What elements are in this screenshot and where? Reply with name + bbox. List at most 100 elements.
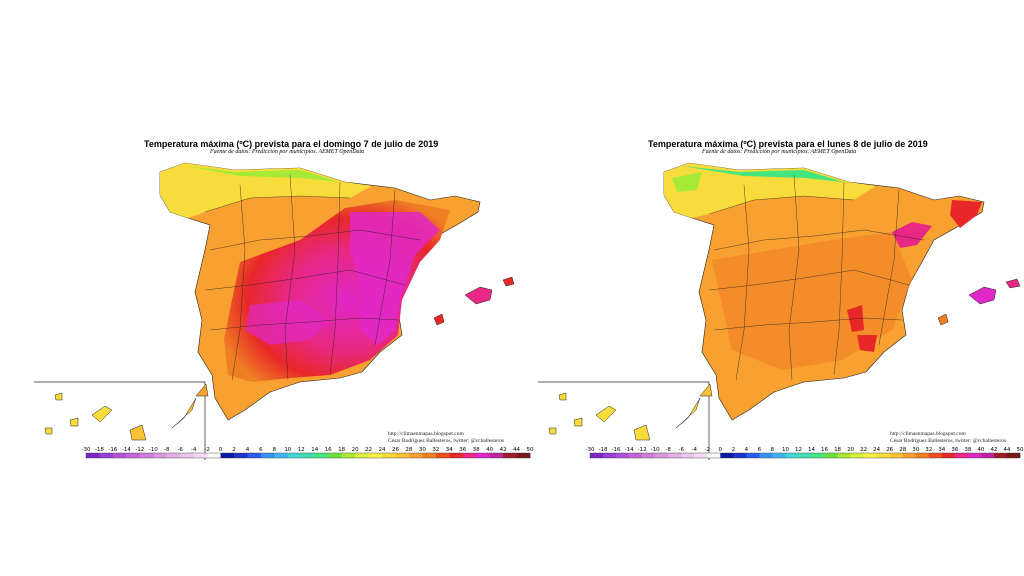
colorbar-swatch: [368, 453, 383, 458]
colorbar-tick-label: 8: [273, 447, 277, 453]
colorbar-swatch: [86, 453, 100, 458]
colorbar-swatch: [314, 453, 329, 458]
colorbar-swatch: [476, 453, 490, 458]
colorbar-tick-label: 6: [259, 447, 263, 453]
colorbar-swatch: [449, 453, 464, 458]
colorbar-tick-label: 34: [938, 447, 945, 453]
colorbar-tick-label: 20: [352, 447, 359, 453]
colorbar-swatch: [395, 453, 410, 458]
colorbar-tick-label: -8: [164, 447, 170, 453]
canary-inset-frame: [34, 381, 206, 460]
colorbar-swatch: [629, 453, 643, 458]
colorbar-tick-label: 16: [325, 447, 332, 453]
canary-inset-frame: [538, 381, 710, 460]
colorbar-tick-label: 28: [405, 447, 412, 453]
colorbar-tick-label: 26: [886, 447, 893, 453]
colorbar-tick-label: 6: [758, 447, 762, 453]
colorbar-tick-label: 38: [473, 447, 480, 453]
colorbar-swatch: [489, 453, 504, 458]
credit-author: César Rodríguez Ballesteros, twitter: @c…: [890, 438, 1007, 444]
colorbar-swatch: [707, 453, 721, 458]
colorbar-tick-label: -6: [678, 447, 684, 453]
colorbar-tick-label: 32: [925, 447, 932, 453]
colorbar-swatch: [193, 453, 208, 458]
colorbar-tick-label: -12: [638, 447, 647, 453]
colorbar-swatch: [889, 453, 904, 458]
colorbar-tick-label: -10: [149, 447, 158, 453]
colorbar-swatch: [126, 453, 141, 458]
colorbar-tick-label: 10: [782, 447, 789, 453]
colorbar-tick-label: -6: [177, 447, 183, 453]
credit-author: César Rodríguez Ballesteros, twitter: @c…: [388, 438, 505, 444]
map-source: Fuente de datos: Predicción por municipi…: [702, 149, 857, 155]
colorbar-swatch: [422, 453, 437, 458]
credit-url: http://climaenmapas.blogspot.com: [890, 431, 966, 437]
colorbar-tick-label: 50: [527, 447, 534, 453]
colorbar-swatch: [720, 453, 734, 458]
colorbar-outline: [85, 452, 531, 459]
province-borders: [708, 174, 925, 381]
colorbar-tick-label: 18: [338, 447, 345, 453]
colorbar-swatch: [382, 453, 396, 458]
colorbar-tick-label: 34: [446, 447, 453, 453]
colorbar-tick-label: 44: [513, 447, 520, 453]
colorbar-swatch: [207, 453, 221, 458]
colorbar-swatch: [503, 453, 517, 458]
colorbar-swatch: [655, 453, 669, 458]
colorbar-swatch: [112, 453, 127, 458]
colorbar-tick-label: 12: [795, 447, 802, 453]
colorbar-outline: [589, 452, 1021, 459]
colorbar-swatch: [759, 453, 773, 458]
colorbar-swatch: [603, 453, 617, 458]
colorbar-swatch: [1006, 453, 1021, 458]
menorca: [1005, 278, 1021, 289]
colorbar-tick-label: -14: [122, 447, 131, 453]
colorbar-swatch: [234, 453, 248, 458]
colorbar-tick-label: 30: [912, 447, 919, 453]
mallorca: [968, 286, 997, 305]
colorbar-swatch: [681, 453, 695, 458]
colorbar-swatch: [180, 453, 194, 458]
colorbar-swatch: [139, 453, 154, 458]
colorbar-tick-label: 10: [284, 447, 291, 453]
colorbar: -30 -18 -16 -14 -12 -10 -8 -6 -4 -2 0 2 4 6 8 10 12 14 16 1…: [82, 447, 534, 459]
colorbar-swatch: [967, 453, 982, 458]
colorbar-tick-label: -18: [599, 447, 608, 453]
map-panel-sunday: Temperatura máxima (ºC) prevista para el…: [34, 139, 534, 460]
colorbar-swatch: [287, 453, 302, 458]
canary-islands: [548, 383, 713, 441]
credit-url: http://climaenmapas.blogspot.com: [388, 431, 464, 437]
colorbar-swatch: [954, 453, 969, 458]
colorbar-swatch: [642, 453, 656, 458]
colorbar-tick-label: -16: [108, 447, 117, 453]
colorbar-swatch: [166, 453, 181, 458]
colorbar-tick-label: 24: [873, 447, 880, 453]
colorbar-swatch: [153, 453, 168, 458]
colorbar-tick-label: -30: [586, 447, 595, 453]
map-panel-monday: Temperatura máxima (ºC) prevista para el…: [512, 0, 1024, 576]
colorbar-swatch: [993, 453, 1008, 458]
colorbar-swatch: [301, 453, 316, 458]
colorbar-swatch: [798, 453, 812, 458]
colorbar-tick-label: 28: [899, 447, 906, 453]
colorbar-swatch: [247, 453, 262, 458]
map-title: Temperatura máxima (ºC) prevista para el…: [144, 139, 439, 149]
colorbar-tick-label: 14: [311, 447, 318, 453]
menorca: [502, 276, 515, 287]
temperature-map-sunday: -30 -18 -16 -14 -12 -10 -8 -6 -4 -2 0 2 4 6 8 10 12 14 16 1…: [34, 162, 534, 460]
province-borders: [204, 174, 421, 381]
colorbar-tick-label: -30: [82, 447, 91, 453]
colorbar-tick-label: 16: [821, 447, 828, 453]
colorbar-swatch: [328, 453, 342, 458]
colorbar-swatch: [733, 453, 747, 458]
colorbar-tick-label: 36: [951, 447, 958, 453]
colorbar-tick-label: -18: [95, 447, 104, 453]
colorbar-swatch: [811, 453, 825, 458]
colorbar-swatch: [694, 453, 708, 458]
colorbar-tick-label: 0: [719, 447, 723, 453]
colorbar-tick-label: -14: [625, 447, 634, 453]
colorbar-swatch: [341, 453, 356, 458]
map-title: Temperatura máxima (ºC) prevista para el…: [648, 139, 928, 149]
colorbar-swatch: [863, 453, 877, 458]
colorbar-swatch: [941, 453, 956, 458]
